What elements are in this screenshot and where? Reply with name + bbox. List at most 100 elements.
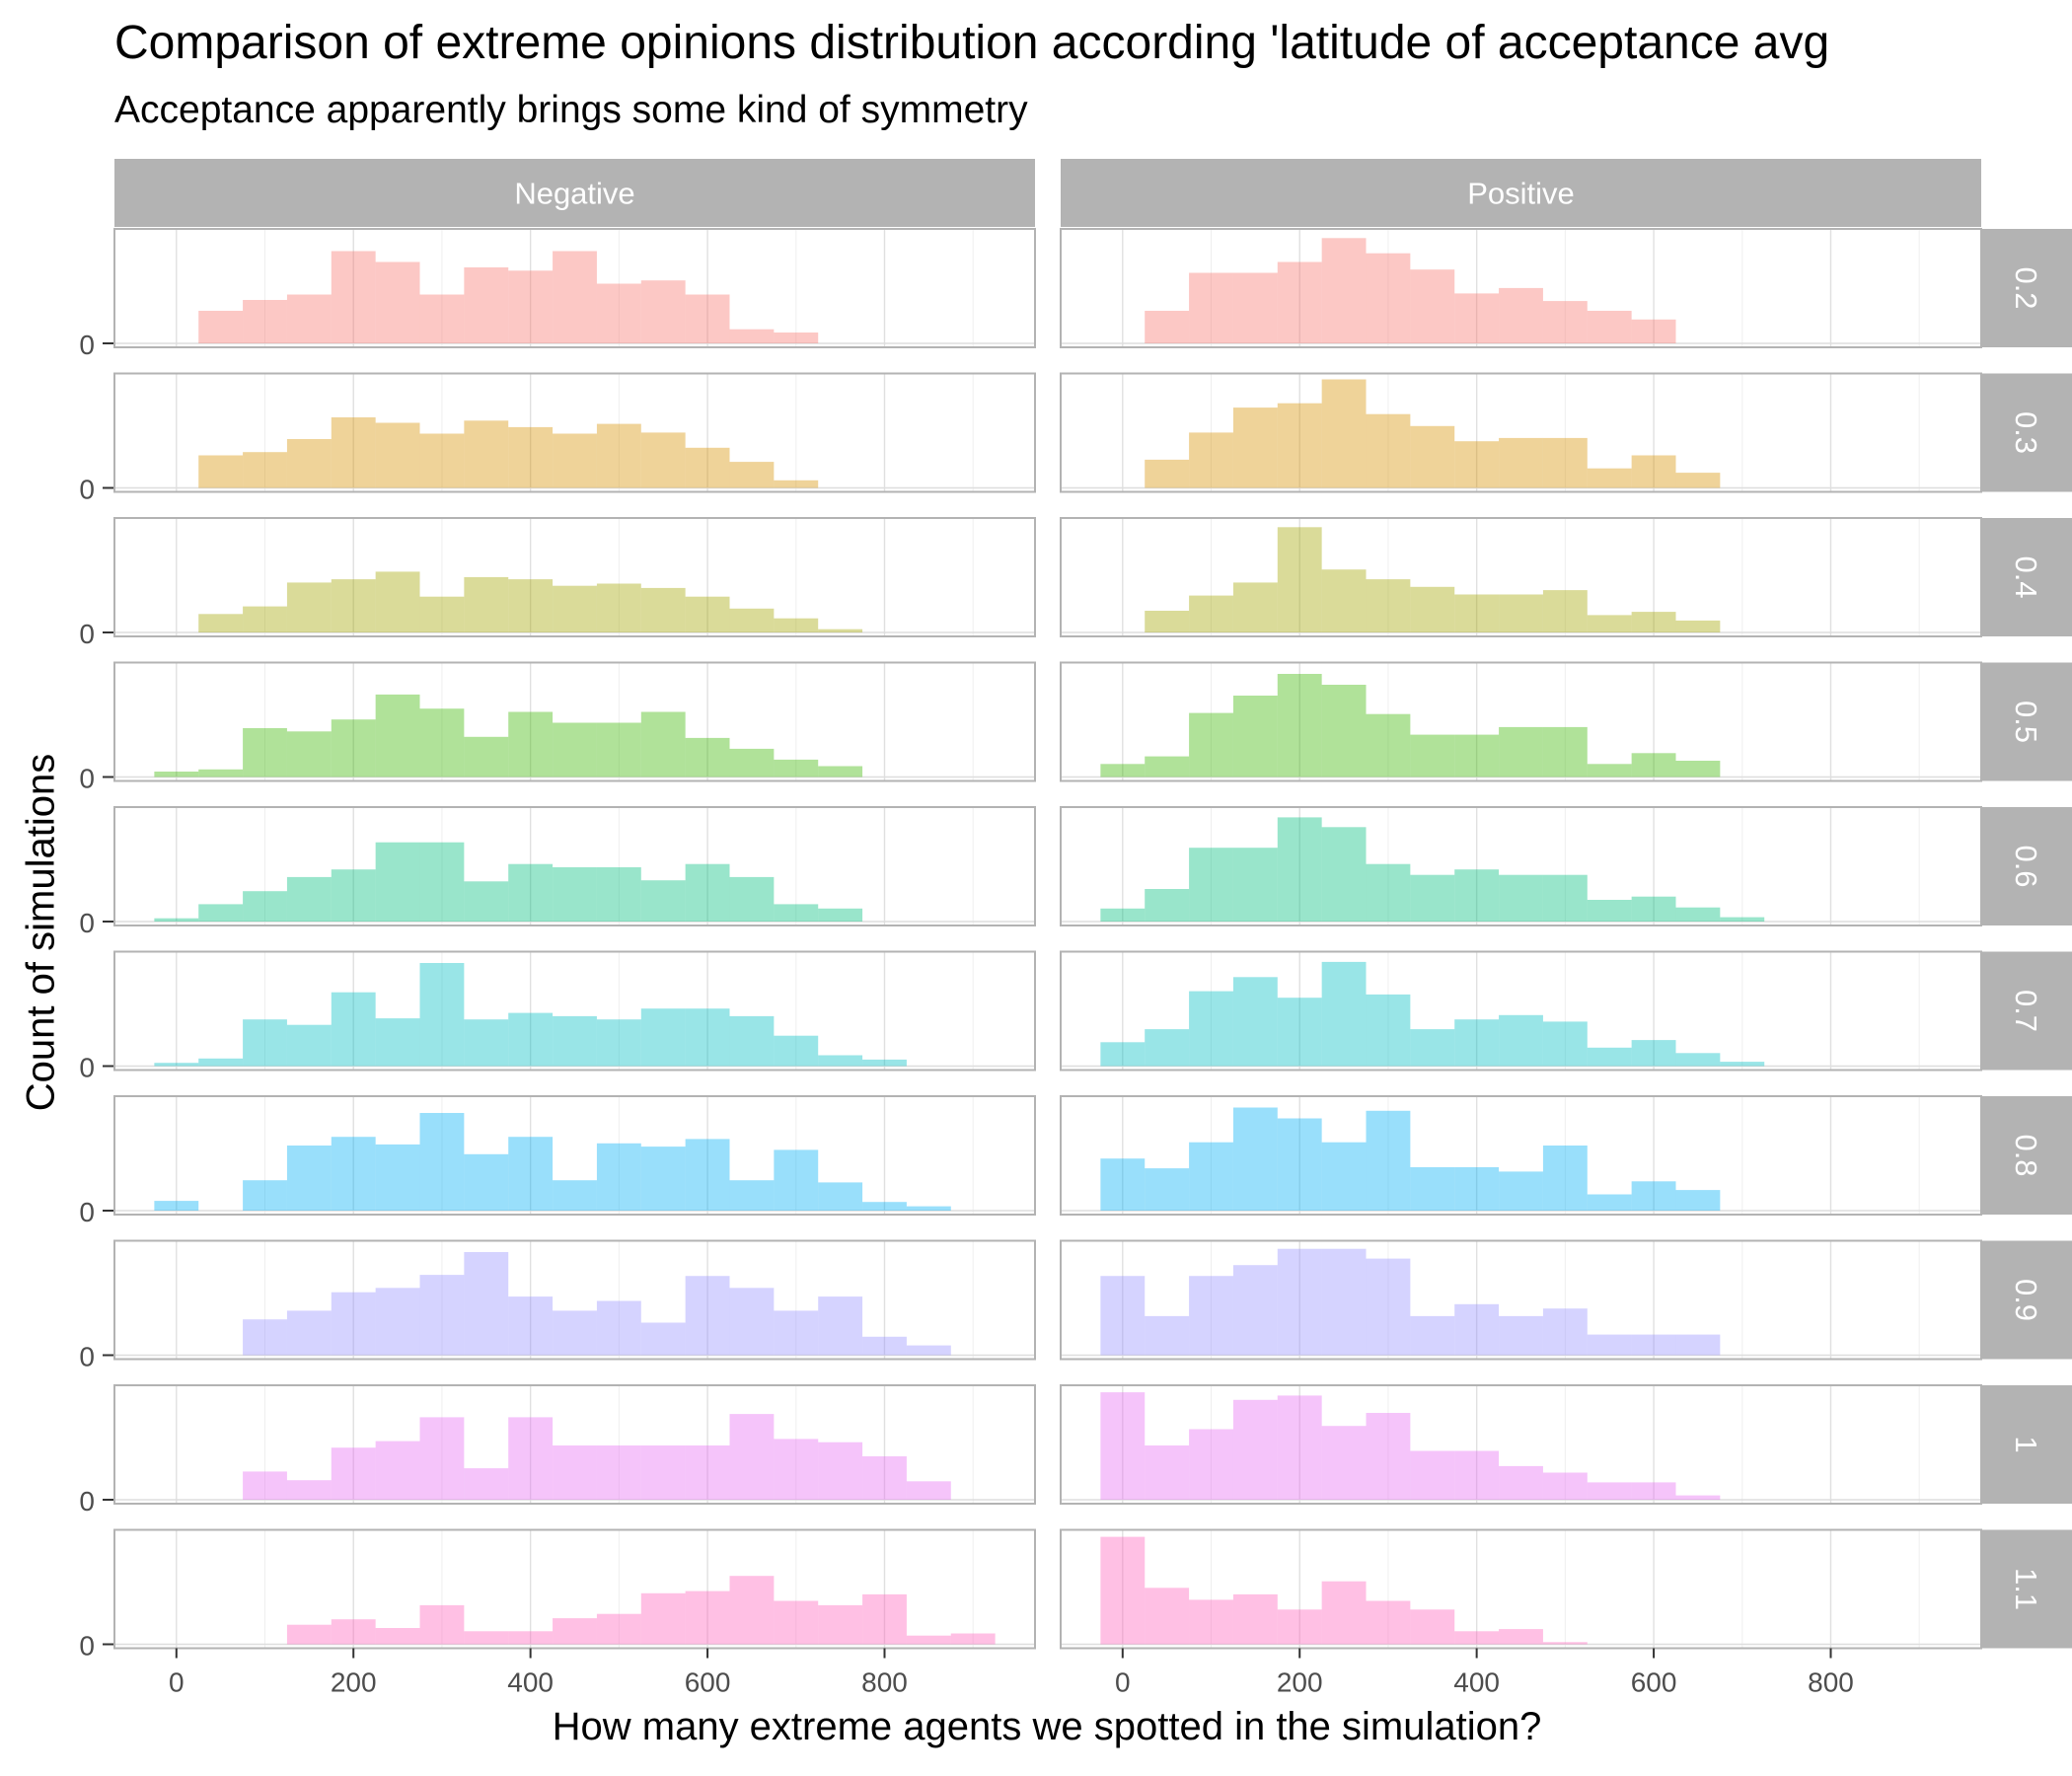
histogram-bar bbox=[1232, 848, 1278, 922]
histogram-bar bbox=[596, 283, 641, 343]
row-strip-label: 0.5 bbox=[2009, 701, 2043, 743]
histogram-bar bbox=[640, 1445, 686, 1500]
histogram-bar bbox=[774, 904, 819, 922]
histogram-bar bbox=[331, 719, 376, 777]
y-tick-label: 0 bbox=[79, 1486, 95, 1517]
y-tick-label: 0 bbox=[79, 1197, 95, 1227]
histogram-bar bbox=[419, 1604, 465, 1645]
histogram-bar bbox=[596, 1019, 641, 1067]
histogram-bar bbox=[553, 433, 597, 488]
histogram-bar bbox=[1499, 1629, 1543, 1645]
histogram-bar bbox=[1499, 1171, 1543, 1211]
histogram-bar bbox=[774, 1439, 819, 1500]
panel-negative-0.2 bbox=[113, 228, 1036, 348]
histogram-bar bbox=[464, 576, 509, 632]
histogram-bar bbox=[1542, 726, 1588, 777]
histogram-bar bbox=[596, 1613, 641, 1645]
panel-positive-0.7 bbox=[1060, 950, 1982, 1072]
histogram-bar bbox=[818, 629, 863, 632]
histogram-bar bbox=[375, 1288, 420, 1356]
histogram-bar bbox=[154, 1063, 199, 1067]
panel-border bbox=[113, 806, 1036, 926]
histogram-bar bbox=[1499, 1465, 1543, 1500]
y-tick-label: 0 bbox=[79, 1053, 95, 1083]
panel-border bbox=[113, 372, 1036, 493]
histogram-bar bbox=[1366, 413, 1411, 488]
histogram-bar bbox=[1454, 734, 1500, 777]
histogram-bar bbox=[419, 433, 465, 488]
histogram-bar bbox=[1277, 1118, 1322, 1211]
panel-background bbox=[1061, 229, 1981, 347]
histogram-bar bbox=[906, 1206, 951, 1211]
panel-background bbox=[114, 373, 1035, 492]
histogram-bar bbox=[906, 1481, 951, 1500]
histogram-bar bbox=[729, 1414, 775, 1500]
panel-positive-0.2 bbox=[1060, 228, 1982, 348]
histogram-bar bbox=[331, 992, 376, 1067]
histogram-bar bbox=[1720, 917, 1765, 922]
histogram-bar bbox=[1277, 1248, 1322, 1356]
x-tick-label: 200 bbox=[331, 1667, 377, 1698]
histogram-bar bbox=[198, 1058, 244, 1067]
histogram-bar bbox=[1189, 432, 1233, 488]
histogram-bar bbox=[419, 708, 465, 777]
histogram-bar bbox=[331, 1292, 376, 1356]
histogram-bar bbox=[818, 1296, 863, 1356]
row-strip-label: 0.3 bbox=[2009, 411, 2043, 454]
histogram-bar bbox=[1499, 1014, 1543, 1067]
histogram-bar bbox=[685, 1139, 730, 1211]
histogram-bar bbox=[1631, 319, 1676, 343]
histogram-bar bbox=[1277, 403, 1322, 488]
histogram-bar bbox=[1321, 827, 1367, 922]
panel-positive-1.1 bbox=[1060, 1528, 1982, 1650]
panel-background bbox=[1061, 807, 1981, 925]
panel-border bbox=[1060, 517, 1982, 637]
histogram-bar bbox=[286, 1310, 332, 1356]
histogram-bar bbox=[1366, 1110, 1411, 1211]
y-tick-label: 0 bbox=[79, 908, 95, 938]
histogram-bar bbox=[1499, 726, 1543, 777]
histogram-bar bbox=[596, 1300, 641, 1356]
histogram-bar bbox=[331, 579, 376, 632]
histogram-bar bbox=[1321, 569, 1367, 632]
histogram-bar bbox=[553, 251, 597, 343]
row-strip-label: 1.1 bbox=[2009, 1568, 2043, 1610]
histogram-bar bbox=[286, 876, 332, 922]
histogram-bar bbox=[685, 1276, 730, 1356]
panel-border bbox=[1060, 1095, 1982, 1216]
histogram-bar bbox=[1189, 595, 1233, 632]
histogram-bar bbox=[1145, 756, 1190, 777]
histogram-bar bbox=[375, 571, 420, 632]
histogram-bar bbox=[1366, 1413, 1411, 1500]
histogram-bar bbox=[243, 452, 287, 488]
histogram-bar bbox=[596, 423, 641, 488]
histogram-bar bbox=[464, 881, 509, 922]
panel-background bbox=[114, 1096, 1035, 1215]
histogram-bar bbox=[375, 842, 420, 922]
chart-subtitle: Acceptance apparently brings some kind o… bbox=[114, 89, 1028, 131]
histogram-bar bbox=[508, 1012, 554, 1067]
histogram-bar bbox=[1631, 1334, 1676, 1356]
histogram-bar bbox=[419, 1275, 465, 1356]
histogram-bar bbox=[1587, 1194, 1632, 1211]
histogram-bar bbox=[1410, 1609, 1455, 1645]
histogram-bar bbox=[1454, 1167, 1500, 1211]
panel-negative-0.5 bbox=[113, 661, 1036, 782]
histogram-bar bbox=[1720, 1062, 1765, 1067]
histogram-bar bbox=[906, 1345, 951, 1356]
histogram-bar bbox=[464, 1468, 509, 1500]
histogram-bar bbox=[198, 614, 244, 632]
histogram-bar bbox=[1675, 473, 1721, 488]
histogram-bar bbox=[1675, 761, 1721, 777]
panel-background bbox=[1061, 951, 1981, 1071]
panel-positive-1 bbox=[1060, 1384, 1982, 1505]
histogram-bar bbox=[862, 1456, 907, 1500]
histogram-bar bbox=[1454, 594, 1500, 632]
histogram-bar bbox=[375, 1628, 420, 1645]
histogram-bar bbox=[331, 251, 376, 343]
histogram-bar bbox=[1410, 586, 1455, 632]
panel-background bbox=[1061, 1096, 1981, 1215]
histogram-bar bbox=[419, 842, 465, 922]
histogram-bar bbox=[286, 731, 332, 777]
histogram-bar bbox=[1232, 977, 1278, 1067]
